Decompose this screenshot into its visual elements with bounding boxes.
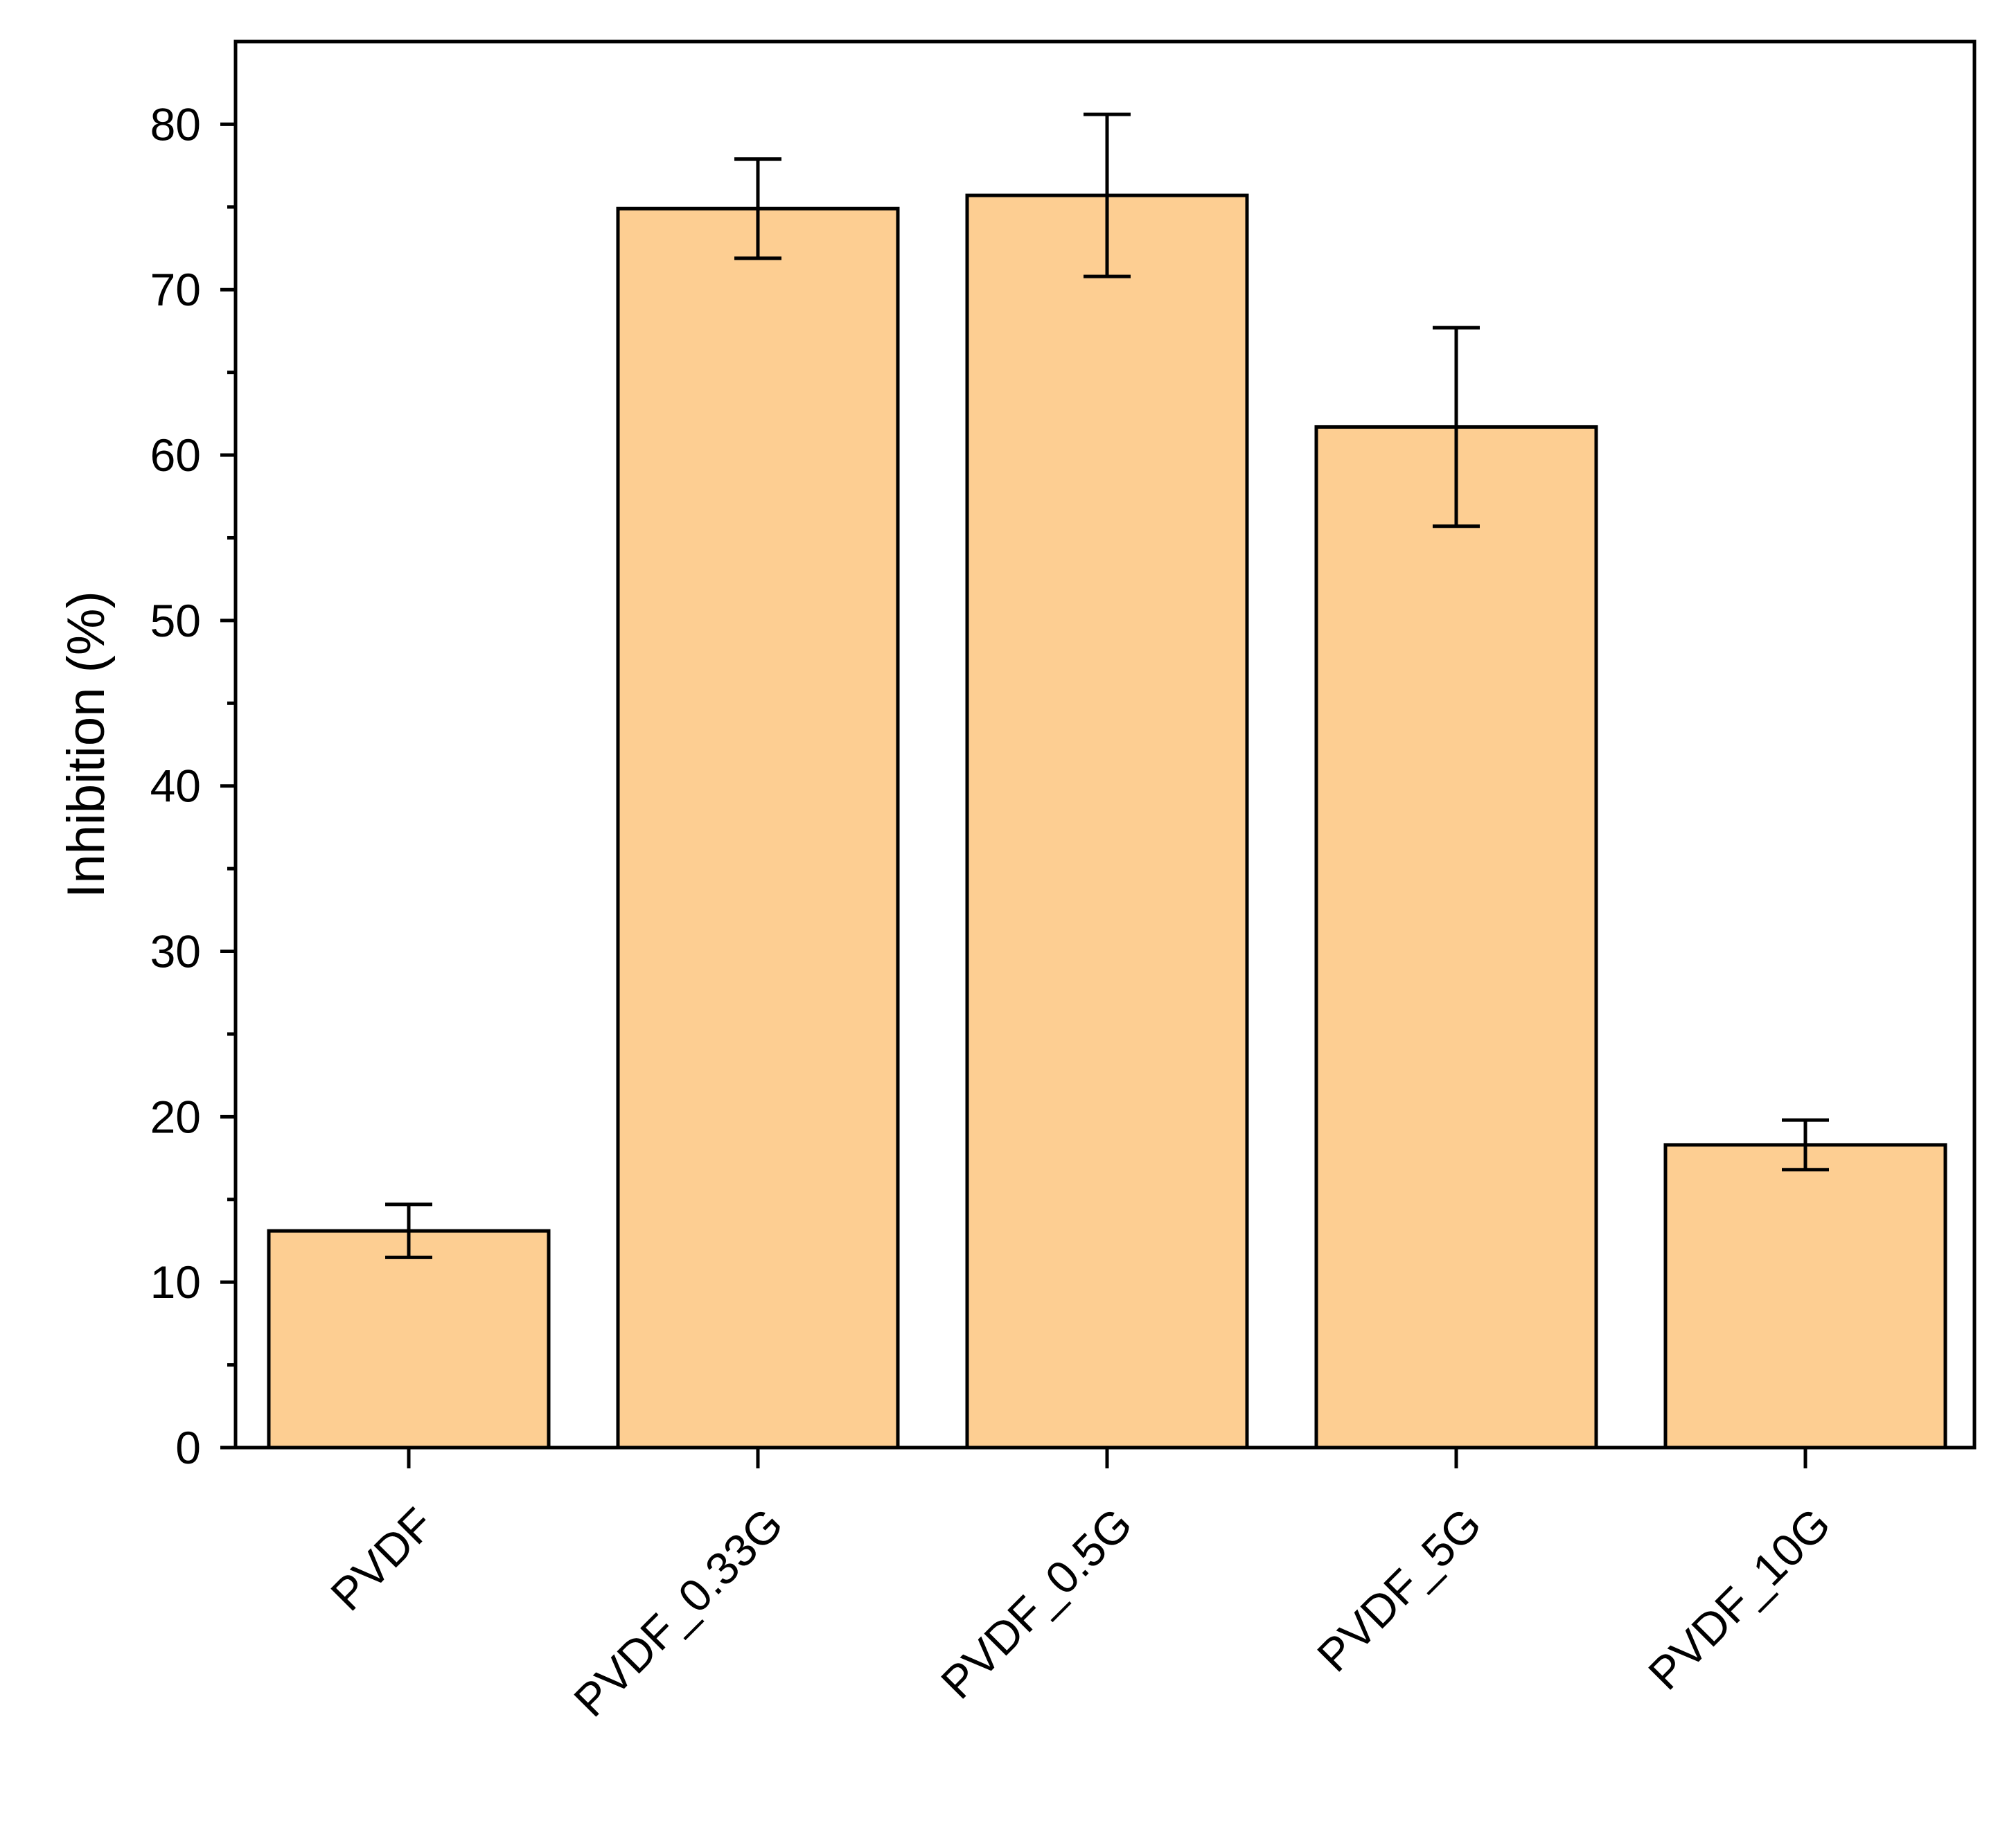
error-bar-PVDF_10G (1782, 1118, 1829, 1172)
error-bar-PVDF_5G (1433, 326, 1480, 528)
error-bars-layer (385, 112, 1829, 1259)
y-tick-label: 20 (150, 1091, 201, 1142)
bar-PVDF (267, 1229, 551, 1450)
y-axis-ticks: 0 10 20 30 40 50 60 70 80 (150, 98, 236, 1473)
y-axis-title: Inhibition (%) (57, 591, 116, 898)
y-tick-label: 60 (150, 429, 201, 481)
bar-PVDF_0.5G (965, 193, 1249, 1450)
x-tick-label-PVDF_0.33G: PVDF_0.33G (564, 1498, 793, 1727)
bar-PVDF_0.33G (616, 206, 900, 1450)
y-tick-label: 70 (150, 264, 201, 315)
error-bar-PVDF_0.33G (734, 157, 781, 260)
x-axis-ticks: PVDF PVDF_0.33G PVDF_0.5G PVDF_5G PVDF_10G (321, 1448, 1840, 1726)
y-tick-label: 0 (175, 1422, 201, 1473)
y-tick-label: 80 (150, 98, 201, 150)
x-tick-label-PVDF_5G: PVDF_5G (1307, 1498, 1491, 1682)
x-tick-label-PVDF: PVDF (321, 1498, 443, 1621)
plot-frame (233, 39, 1977, 1450)
y-tick-label: 10 (150, 1256, 201, 1308)
bar-PVDF_5G (1314, 425, 1598, 1450)
error-bar-PVDF (385, 1202, 432, 1259)
y-tick-label: 30 (150, 926, 201, 977)
bar-PVDF_10G (1663, 1143, 1947, 1450)
y-tick-label: 40 (150, 761, 201, 812)
y-tick-label: 50 (150, 595, 201, 646)
bars-layer (267, 193, 1947, 1450)
error-bar-PVDF_0.5G (1084, 112, 1131, 278)
x-tick-label-PVDF_0.5G: PVDF_0.5G (931, 1498, 1142, 1709)
x-tick-label-PVDF_10G: PVDF_10G (1638, 1498, 1840, 1700)
